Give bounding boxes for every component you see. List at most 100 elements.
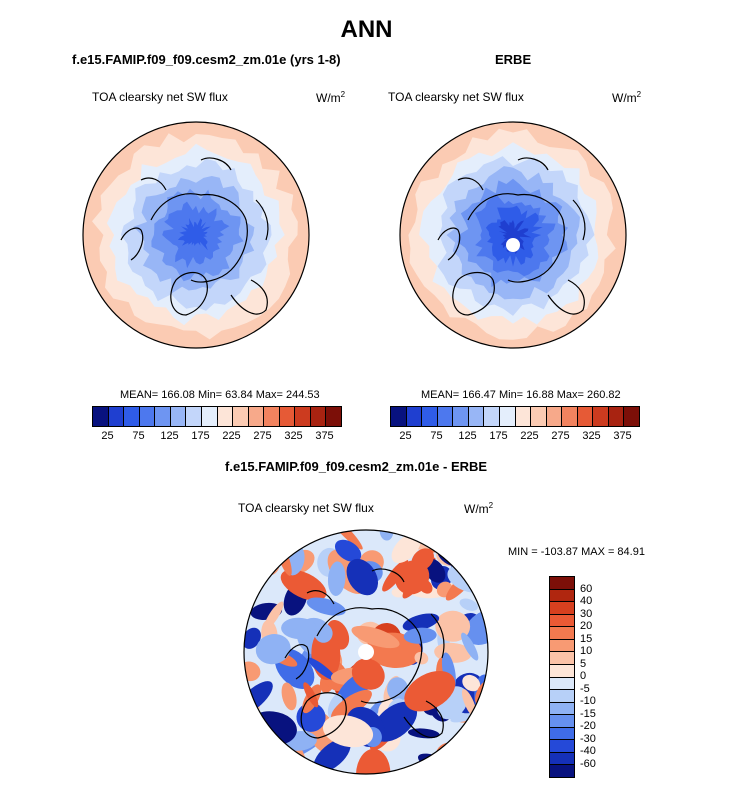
field-anomaly-patch — [307, 657, 337, 681]
colorbar-swatch — [139, 407, 156, 426]
panel-1-stats: MEAN= 166.08 Min= 63.84 Max= 244.53 — [120, 389, 320, 401]
colorbar-swatch — [550, 639, 574, 653]
colorbar-tick-label: 20 — [580, 620, 593, 632]
field-erbe — [400, 122, 626, 348]
colorbar-swatch — [550, 677, 574, 691]
colorbar-swatch — [608, 407, 625, 426]
panel-3-units-exp: 2 — [488, 501, 494, 510]
colorbar-tick-label: 125 — [160, 430, 179, 442]
colorbar-swatch — [295, 407, 311, 426]
main-title: ANN — [340, 16, 393, 43]
colorbar-swatch — [550, 652, 574, 665]
panel-2-units-base: W/m — [612, 91, 637, 105]
colorbar-tick-label: 325 — [582, 430, 601, 442]
map-model — [82, 121, 310, 349]
coastlines-erbe — [437, 157, 586, 316]
colorbar-swatch — [233, 407, 249, 426]
field-anomaly-patch — [334, 539, 362, 562]
field-anomaly-patch — [331, 689, 372, 721]
panel-3-units: W/m2 — [464, 501, 493, 516]
panel-3-stats: MIN = -103.87 MAX = 84.91 — [508, 546, 645, 558]
field-anomaly-patch — [472, 730, 488, 760]
colorbar-tick-label: -10 — [580, 695, 596, 707]
colorbar-swatch — [550, 702, 574, 716]
panel-2-stats: MEAN= 166.47 Min= 16.88 Max= 260.82 — [421, 389, 621, 401]
colorbar-tick-label: 75 — [132, 430, 145, 442]
colorbar-swatch — [550, 690, 574, 703]
colorbar-tick-label: 125 — [458, 430, 477, 442]
colorbar-tick-label: 15 — [580, 632, 593, 645]
field-anomaly-patch — [280, 569, 327, 601]
map-border-erbe — [399, 121, 627, 349]
colorbar-swatch — [531, 407, 547, 426]
colorbar-tick-label: -60 — [580, 757, 596, 770]
coastlines-difference — [284, 568, 445, 739]
colorbar-tick-label: 40 — [580, 595, 593, 607]
field-contour-band — [498, 220, 532, 254]
colorbar-tick-label: -15 — [580, 707, 596, 720]
colorbar-swatch — [406, 407, 423, 426]
colorbar-swatch — [264, 407, 280, 426]
colorbar-swatch — [422, 407, 438, 426]
colorbar-swatch — [155, 407, 171, 426]
field-anomaly-patch — [322, 715, 374, 748]
colorbar-tick-label: -30 — [580, 732, 596, 745]
colorbar-model — [92, 406, 342, 427]
colorbar-tick-label: -20 — [580, 720, 596, 732]
colorbar-swatch — [93, 407, 109, 426]
field-anomaly-patch — [244, 568, 270, 580]
panel-3-variable: TOA clearsky net SW flux — [238, 501, 374, 515]
field-anomaly-patch — [438, 530, 475, 547]
field-anomaly-patch — [464, 610, 488, 645]
field-anomaly-patch — [355, 748, 391, 774]
field-anomaly-patch — [292, 626, 312, 636]
colorbar-tick-label: 25 — [399, 430, 412, 442]
colorbar-tick-label: 175 — [489, 430, 508, 442]
colorbar-tick-label: 175 — [191, 430, 210, 442]
field-anomaly-patch — [327, 561, 346, 596]
colorbar-swatch — [186, 407, 202, 426]
field-anomaly-patch — [462, 674, 481, 692]
colorbar-swatch — [248, 407, 265, 426]
field-anomaly-patch — [244, 754, 263, 774]
field-model — [83, 122, 309, 348]
field-anomaly-patch — [417, 753, 464, 774]
coastlines-model — [120, 157, 269, 316]
colorbar-swatch — [624, 407, 639, 426]
colorbar-swatch — [550, 752, 574, 766]
colorbar-tick-label: 30 — [580, 607, 593, 620]
colorbar-swatch — [550, 614, 574, 628]
colorbar-tick-label: 25 — [101, 430, 114, 442]
field-anomaly-patch — [351, 625, 400, 649]
field-anomaly-patch — [255, 634, 291, 665]
colorbar-swatch — [453, 407, 469, 426]
panel-2-variable: TOA clearsky net SW flux — [388, 90, 524, 104]
field-anomaly-patch — [402, 613, 440, 632]
pole-hole-difference — [358, 644, 374, 660]
colorbar-swatch — [550, 627, 574, 640]
panel-3-title: f.e15.FAMIP.f09_f09.cesm2_zm.01e - ERBE — [225, 459, 488, 474]
field-anomaly-patch — [404, 670, 456, 712]
colorbar-swatch — [484, 407, 500, 426]
field-anomaly-patch — [459, 598, 478, 611]
field-anomaly-patch — [387, 677, 409, 702]
field-anomaly-patch — [313, 738, 351, 773]
colorbar-swatch — [550, 589, 574, 603]
field-anomaly-patch — [306, 597, 346, 616]
colorbar-tick-label: 5 — [580, 657, 587, 670]
colorbar-tick-label: -5 — [580, 682, 590, 695]
colorbar-erbe — [390, 406, 640, 427]
colorbar-swatch — [550, 664, 574, 678]
map-border-difference — [243, 529, 489, 775]
colorbar-swatch — [499, 407, 516, 426]
panel-1-units: W/m2 — [316, 90, 345, 105]
colorbar-swatch — [550, 727, 574, 741]
colorbar-tick-label: 225 — [520, 430, 539, 442]
colorbar-tick-label: 60 — [580, 582, 593, 595]
colorbar-swatch — [550, 602, 574, 615]
panel-1-units-exp: 2 — [340, 90, 346, 99]
colorbar-swatch — [550, 715, 574, 728]
field-anomaly-patch — [281, 682, 297, 711]
field-anomaly-patch — [461, 632, 479, 661]
colorbar-tick-label: 375 — [613, 430, 632, 442]
